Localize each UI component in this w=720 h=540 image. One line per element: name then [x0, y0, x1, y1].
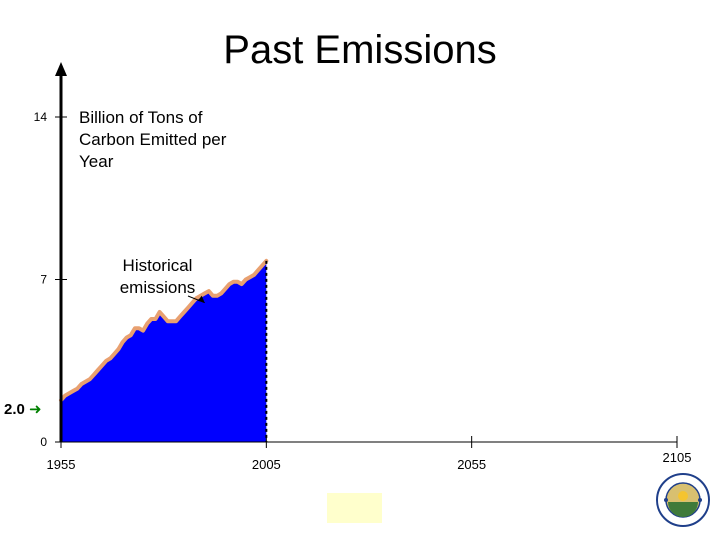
area-layer	[59, 258, 269, 442]
carbon-mitigation-logo	[656, 473, 710, 527]
y-tick-label: 14	[34, 110, 48, 124]
x-tick-label: 2005	[252, 457, 281, 472]
yellow-placeholder-box	[327, 493, 382, 523]
series-line	[59, 258, 269, 403]
axes-layer: 0 7 14 1955 2005 2055 2105	[34, 62, 692, 472]
x-tick-label: 1955	[47, 457, 76, 472]
baseline-marker: 2.0 ➜	[4, 400, 42, 418]
annotation-layer	[187, 295, 205, 304]
chart-title: Past Emissions	[223, 28, 497, 72]
y-tick-label: 7	[40, 273, 47, 287]
y-axis-arrow	[55, 62, 67, 76]
y-axis-label: Billion of Tons of Carbon Emitted per Ye…	[79, 107, 244, 173]
baseline-marker-value: 2.0	[4, 401, 25, 418]
y-tick-label: 0	[40, 435, 47, 449]
y-axis-label-text: Billion of Tons of Carbon Emitted per Ye…	[79, 108, 227, 171]
series-area	[61, 260, 267, 442]
annotation-arrow-head	[197, 295, 205, 303]
x-tick-label: 2055	[457, 457, 486, 472]
historical-emissions-annotation: Historical emissions	[119, 256, 196, 297]
x-tick-label: 2105	[663, 450, 692, 465]
right-arrow-icon: ➜	[29, 401, 42, 418]
